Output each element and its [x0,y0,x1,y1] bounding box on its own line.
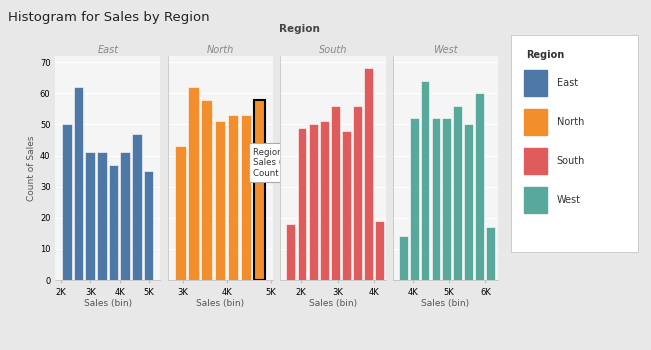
Text: West: West [557,195,581,205]
Bar [132,134,142,280]
Bar [523,187,547,213]
Bar [475,93,484,280]
Bar [353,106,362,280]
Bar [320,121,329,280]
Y-axis label: Count of Sales: Count of Sales [27,135,36,201]
Bar [120,153,130,280]
Text: Region:             North
Sales (bin):        4400
Count of Sales: 58: Region: North Sales (bin): 4400 Count of… [253,148,346,177]
Text: Histogram for Sales by Region: Histogram for Sales by Region [8,10,210,23]
Bar [215,121,225,280]
X-axis label: Sales (bin): Sales (bin) [421,299,469,308]
Bar [109,165,118,280]
Bar [464,125,473,280]
Bar [331,106,340,280]
Bar [523,109,547,135]
Bar [74,87,83,280]
X-axis label: Sales (bin): Sales (bin) [84,299,132,308]
Bar [421,81,430,280]
Bar [523,148,547,174]
Bar [409,118,419,280]
Bar [85,153,95,280]
Title: East: East [98,45,118,55]
Text: Region: Region [526,50,564,60]
Bar [201,99,212,280]
Bar [97,153,107,280]
Text: North: North [557,117,584,127]
Bar [286,224,296,280]
Text: Region: Region [279,25,320,35]
Bar [144,171,154,280]
Bar [254,99,264,280]
Title: West: West [433,45,458,55]
Bar [298,127,307,280]
Text: East: East [557,78,578,88]
Title: South: South [319,45,347,55]
Text: South: South [557,156,585,166]
Bar [523,70,547,96]
Bar [375,221,384,280]
Bar [399,237,408,280]
Bar [443,118,451,280]
Bar [364,69,373,280]
Bar [486,227,495,280]
Bar [309,125,318,280]
X-axis label: Sales (bin): Sales (bin) [197,299,245,308]
Title: North: North [207,45,234,55]
Bar [241,115,251,280]
Bar [432,118,440,280]
Bar [175,146,186,280]
Bar [342,131,351,280]
Bar [228,115,238,280]
Bar [188,87,199,280]
X-axis label: Sales (bin): Sales (bin) [309,299,357,308]
Bar [62,125,72,280]
Bar [453,106,462,280]
